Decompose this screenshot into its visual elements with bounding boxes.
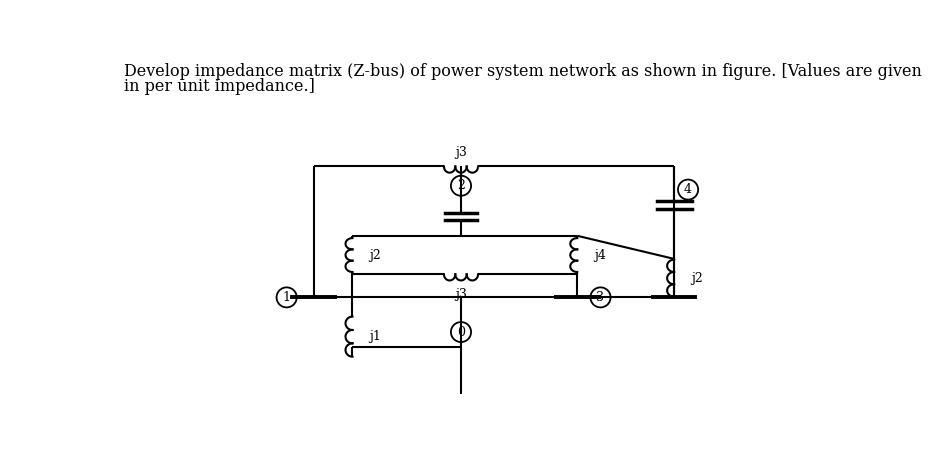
Text: 2: 2 bbox=[457, 179, 464, 192]
Text: 3: 3 bbox=[596, 291, 604, 304]
Text: j2: j2 bbox=[690, 271, 702, 285]
Text: j2: j2 bbox=[369, 249, 380, 261]
Text: 4: 4 bbox=[683, 183, 691, 196]
Text: j3: j3 bbox=[455, 146, 467, 159]
Text: in per unit impedance.]: in per unit impedance.] bbox=[123, 78, 315, 95]
Text: 1: 1 bbox=[282, 291, 290, 304]
Text: j1: j1 bbox=[369, 330, 381, 343]
Text: j4: j4 bbox=[594, 249, 606, 261]
Text: j3: j3 bbox=[455, 288, 467, 301]
Text: 0: 0 bbox=[457, 325, 465, 339]
Text: Develop impedance matrix (Z-bus) of power system network as shown in figure. [Va: Develop impedance matrix (Z-bus) of powe… bbox=[123, 63, 921, 80]
